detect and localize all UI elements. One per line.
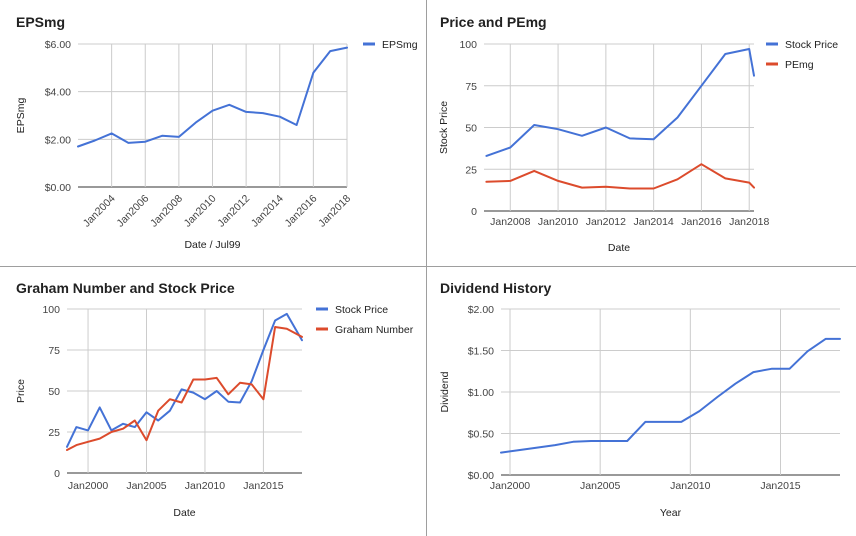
y-tick-label: $4.00 xyxy=(45,87,71,99)
x-tick-label: Jan2015 xyxy=(243,480,283,492)
x-tick-label: Jan2004 xyxy=(81,193,118,230)
y-tick-label: $2.00 xyxy=(468,304,494,316)
series-line-epsmg xyxy=(77,46,348,148)
chart-title: Dividend History xyxy=(440,280,551,296)
y-tick-label: 50 xyxy=(465,123,477,135)
x-tick-label: Jan2005 xyxy=(126,480,166,492)
series-line-pemg xyxy=(485,163,755,190)
x-axis-title: Year xyxy=(660,507,682,519)
x-tick-label: Jan2016 xyxy=(283,193,320,230)
x-tick-label: Jan2010 xyxy=(670,480,710,492)
chart-title: EPSmg xyxy=(16,14,65,30)
x-tick-label: Jan2008 xyxy=(148,193,185,230)
y-axis-title: EPSmg xyxy=(15,98,27,134)
graham-chart-panel: Graham Number and Stock Price 0 25 50 75 100 J… xyxy=(0,267,426,536)
legend-label: Stock Price xyxy=(335,304,388,316)
y-tick-label: $1.00 xyxy=(468,387,494,399)
y-axis-title: Stock Price xyxy=(438,101,450,154)
legend-label: Graham Number xyxy=(335,324,414,336)
y-tick-label: 75 xyxy=(465,81,477,93)
y-tick-label: 50 xyxy=(48,386,60,398)
dividend-chart-panel: Dividend History $0.00 $0.50 $1.00 $1.50 $2.0… xyxy=(427,267,856,536)
y-tick-label: $6.00 xyxy=(45,39,71,51)
x-tick-label: Jan2008 xyxy=(490,216,530,228)
x-tick-label: Jan2018 xyxy=(729,216,769,228)
price-pe-chart-panel: Price and PEmg 0 25 50 75 100 Jan2008 Jan2010 Ja… xyxy=(427,0,856,266)
x-tick-label: Jan2012 xyxy=(215,193,252,230)
x-axis-title: Date xyxy=(173,507,195,519)
eps-chart: EPSmg$0.00$2.00$4.00$6.00Jan2004Jan2006J… xyxy=(15,14,418,251)
series-line-dividend xyxy=(500,337,841,454)
series-line-graham-number xyxy=(66,326,303,451)
chart-title: Price and PEmg xyxy=(440,14,547,30)
y-tick-label: 0 xyxy=(471,206,477,218)
y-tick-label: 100 xyxy=(459,39,477,51)
legend-label: PEmg xyxy=(785,59,814,71)
x-tick-label: Jan2012 xyxy=(586,216,626,228)
y-tick-label: $2.00 xyxy=(45,134,71,146)
x-axis-title: Date / Jul99 xyxy=(184,239,240,251)
y-tick-label: 0 xyxy=(54,468,60,480)
chart-title: Graham Number and Stock Price xyxy=(16,280,235,296)
x-tick-label: Jan2014 xyxy=(633,216,673,228)
y-axis-title: Dividend xyxy=(439,371,451,412)
y-tick-label: 25 xyxy=(465,164,477,176)
x-tick-label: Jan2014 xyxy=(249,193,286,230)
legend-label: Stock Price xyxy=(785,39,838,51)
y-tick-label: $0.50 xyxy=(468,429,494,441)
y-tick-label: 25 xyxy=(48,427,60,439)
x-tick-label: Jan2010 xyxy=(538,216,578,228)
x-axis-title: Date xyxy=(608,242,630,254)
x-tick-label: Jan2015 xyxy=(760,480,800,492)
x-tick-label: Jan2006 xyxy=(114,193,151,230)
series-line-stock-price xyxy=(485,48,755,157)
y-tick-label: $0.00 xyxy=(468,470,494,482)
x-tick-label: Jan2010 xyxy=(185,480,225,492)
y-axis-title: Price xyxy=(15,379,27,403)
x-tick-label: Jan2010 xyxy=(182,193,219,230)
eps-chart-panel: EPSmg $0.00 $2.00 $4.00 $6.00 Jan2004 Jan2006 J… xyxy=(0,0,426,266)
price-pe-chart: Price and PEmg 0 25 50 75 100 Jan2008 Jan2010 Ja… xyxy=(438,14,838,254)
series-line-stock-price xyxy=(66,312,303,448)
dividend-chart: Dividend History $0.00 $0.50 $1.00 $1.50 $2.0… xyxy=(439,280,841,519)
y-tick-label: $1.50 xyxy=(468,346,494,358)
x-tick-label: Jan2018 xyxy=(316,193,353,230)
x-tick-label: Jan2000 xyxy=(490,480,530,492)
x-tick-label: Jan2000 xyxy=(68,480,108,492)
legend-label: EPSmg xyxy=(382,39,418,51)
y-tick-label: 75 xyxy=(48,345,60,357)
y-tick-label: 100 xyxy=(42,304,60,316)
x-tick-label: Jan2005 xyxy=(580,480,620,492)
panel-divider-horizontal xyxy=(0,266,856,267)
panel-divider-vertical xyxy=(426,0,427,536)
graham-chart: Graham Number and Stock Price 0 25 50 75 100 J… xyxy=(15,280,414,519)
y-tick-label: $0.00 xyxy=(45,182,71,194)
x-tick-label: Jan2016 xyxy=(681,216,721,228)
